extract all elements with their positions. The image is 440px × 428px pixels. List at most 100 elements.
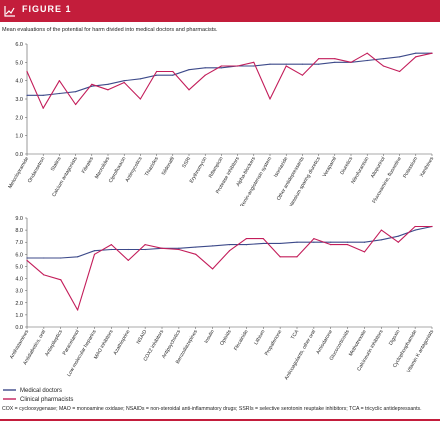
data-point xyxy=(43,274,45,276)
data-point xyxy=(301,63,303,65)
data-point xyxy=(363,251,366,253)
x-tick-label: Lithium xyxy=(253,329,266,346)
x-tick-label: Propafenone xyxy=(264,329,284,357)
x-tick-label: Ondansetron xyxy=(27,156,47,184)
legend-entry: Medical doctors xyxy=(20,388,62,394)
data-point xyxy=(107,89,109,91)
x-tick-label: SSRI xyxy=(181,156,192,169)
figure-label: FIGURE 1 xyxy=(22,4,72,14)
x-tick-label: Amiodarone xyxy=(315,329,334,356)
data-point xyxy=(253,61,255,63)
chart-top-svg: 0.0 1.0 2.0 3.0 4.0 5.0 6.0 MetoclopramideOndan… xyxy=(7,42,436,212)
data-point xyxy=(350,61,352,63)
data-point xyxy=(195,246,197,248)
x-tick-label: Sildenafil xyxy=(161,156,176,177)
x-tick-label: Thiazides xyxy=(144,156,160,178)
y-tick-label: 9.0 xyxy=(15,216,23,222)
data-point xyxy=(318,58,320,60)
series-line-clinical-pharmacists xyxy=(26,52,433,109)
data-point xyxy=(366,52,368,54)
data-point xyxy=(366,59,368,62)
data-point xyxy=(77,256,79,258)
data-point xyxy=(228,244,231,246)
figure-footnote: COX = cyclooxygenase; MAO = monoamine ox… xyxy=(2,406,422,412)
y-tick-label: 5.0 xyxy=(15,60,23,66)
data-point xyxy=(269,98,271,100)
data-point xyxy=(330,241,332,243)
data-point xyxy=(415,56,417,58)
series-line-medical-doctors xyxy=(27,52,432,96)
x-tick-label: Diuretics xyxy=(339,156,354,176)
data-point xyxy=(330,244,332,246)
x-tick-label: NSAID xyxy=(136,329,149,346)
x-tick-label: Insulin xyxy=(203,329,216,345)
data-point xyxy=(93,253,96,255)
x-tick-label: Xanthines xyxy=(419,156,436,179)
chart-legend: Medical doctors Clinical pharmacists xyxy=(3,388,73,403)
data-point xyxy=(43,257,45,259)
x-tick-label: Renin-angiotensin system xyxy=(239,156,273,206)
x-tick-label: Isoniazide xyxy=(273,156,290,179)
data-point xyxy=(123,80,125,82)
y-tick-label: 8.0 xyxy=(15,228,23,234)
data-point xyxy=(296,256,298,258)
data-point xyxy=(245,237,247,240)
data-point xyxy=(382,65,384,67)
data-point xyxy=(172,74,174,76)
x-tick-label: Fibrates xyxy=(81,156,95,175)
x-tick-label: Allopurinol xyxy=(370,156,387,179)
x-tick-label: TCA xyxy=(290,328,301,340)
data-point xyxy=(380,229,382,231)
data-point xyxy=(58,92,61,95)
data-point xyxy=(204,74,206,76)
data-point xyxy=(285,65,287,67)
data-point xyxy=(399,70,401,73)
data-point xyxy=(110,244,112,246)
data-point xyxy=(178,247,180,249)
x-tick-label: Digoxin xyxy=(388,329,402,347)
data-point xyxy=(313,241,315,243)
x-tick-label: Verapamil xyxy=(322,156,338,178)
data-point xyxy=(285,63,287,65)
y-tick-label: 3.0 xyxy=(15,289,23,295)
data-point xyxy=(431,225,433,228)
data-point xyxy=(144,248,146,251)
data-point xyxy=(127,259,129,261)
data-point xyxy=(397,241,399,243)
data-point xyxy=(397,235,399,237)
data-point xyxy=(279,256,281,258)
data-point xyxy=(107,83,109,85)
data-point xyxy=(262,242,264,245)
data-point xyxy=(212,245,214,247)
y-tick-label: 5.0 xyxy=(15,264,23,270)
data-point xyxy=(204,67,206,69)
x-tick-label: Rifampicin xyxy=(208,156,225,179)
x-tick-label: Metoclopramide xyxy=(7,156,30,190)
data-point xyxy=(161,247,163,249)
legend-entry: Clinical pharmacists xyxy=(20,397,73,403)
y-tick-label: 2.0 xyxy=(15,301,23,307)
y-tick-label: 2.0 xyxy=(15,115,23,121)
chart-panel-top: 0.0 1.0 2.0 3.0 4.0 5.0 6.0 Metoclopramide Ondan… xyxy=(0,36,440,212)
chart-bottom-svg: 0.01.02.03.04.05.06.07.08.09.0Antihistam… xyxy=(3,216,435,403)
data-point xyxy=(60,257,62,259)
data-point xyxy=(334,61,336,63)
data-point xyxy=(60,279,62,281)
data-point xyxy=(172,70,174,73)
data-point xyxy=(75,91,77,93)
y-tick-label: 4.0 xyxy=(15,277,23,283)
data-point xyxy=(262,237,264,240)
figure-caption: Mean evaluations of the potential for ha… xyxy=(2,27,218,33)
data-point xyxy=(228,250,231,252)
y-tick-label: 3.0 xyxy=(15,97,23,103)
data-point xyxy=(156,74,158,76)
y-tick-label: 7.0 xyxy=(15,240,23,246)
data-point xyxy=(110,248,112,251)
data-point xyxy=(144,244,146,246)
data-point xyxy=(26,94,28,96)
data-point xyxy=(58,80,61,82)
x-tick-label: Paracetamol xyxy=(62,329,81,356)
data-point xyxy=(363,241,366,243)
y-tick-label: 6.0 xyxy=(15,42,23,48)
chart-panel-bottom: 0.0 1.0 2.0 3.0 4.0 5.0 6.0 7.0 8.0 9.0 Antihistam… xyxy=(0,210,440,405)
